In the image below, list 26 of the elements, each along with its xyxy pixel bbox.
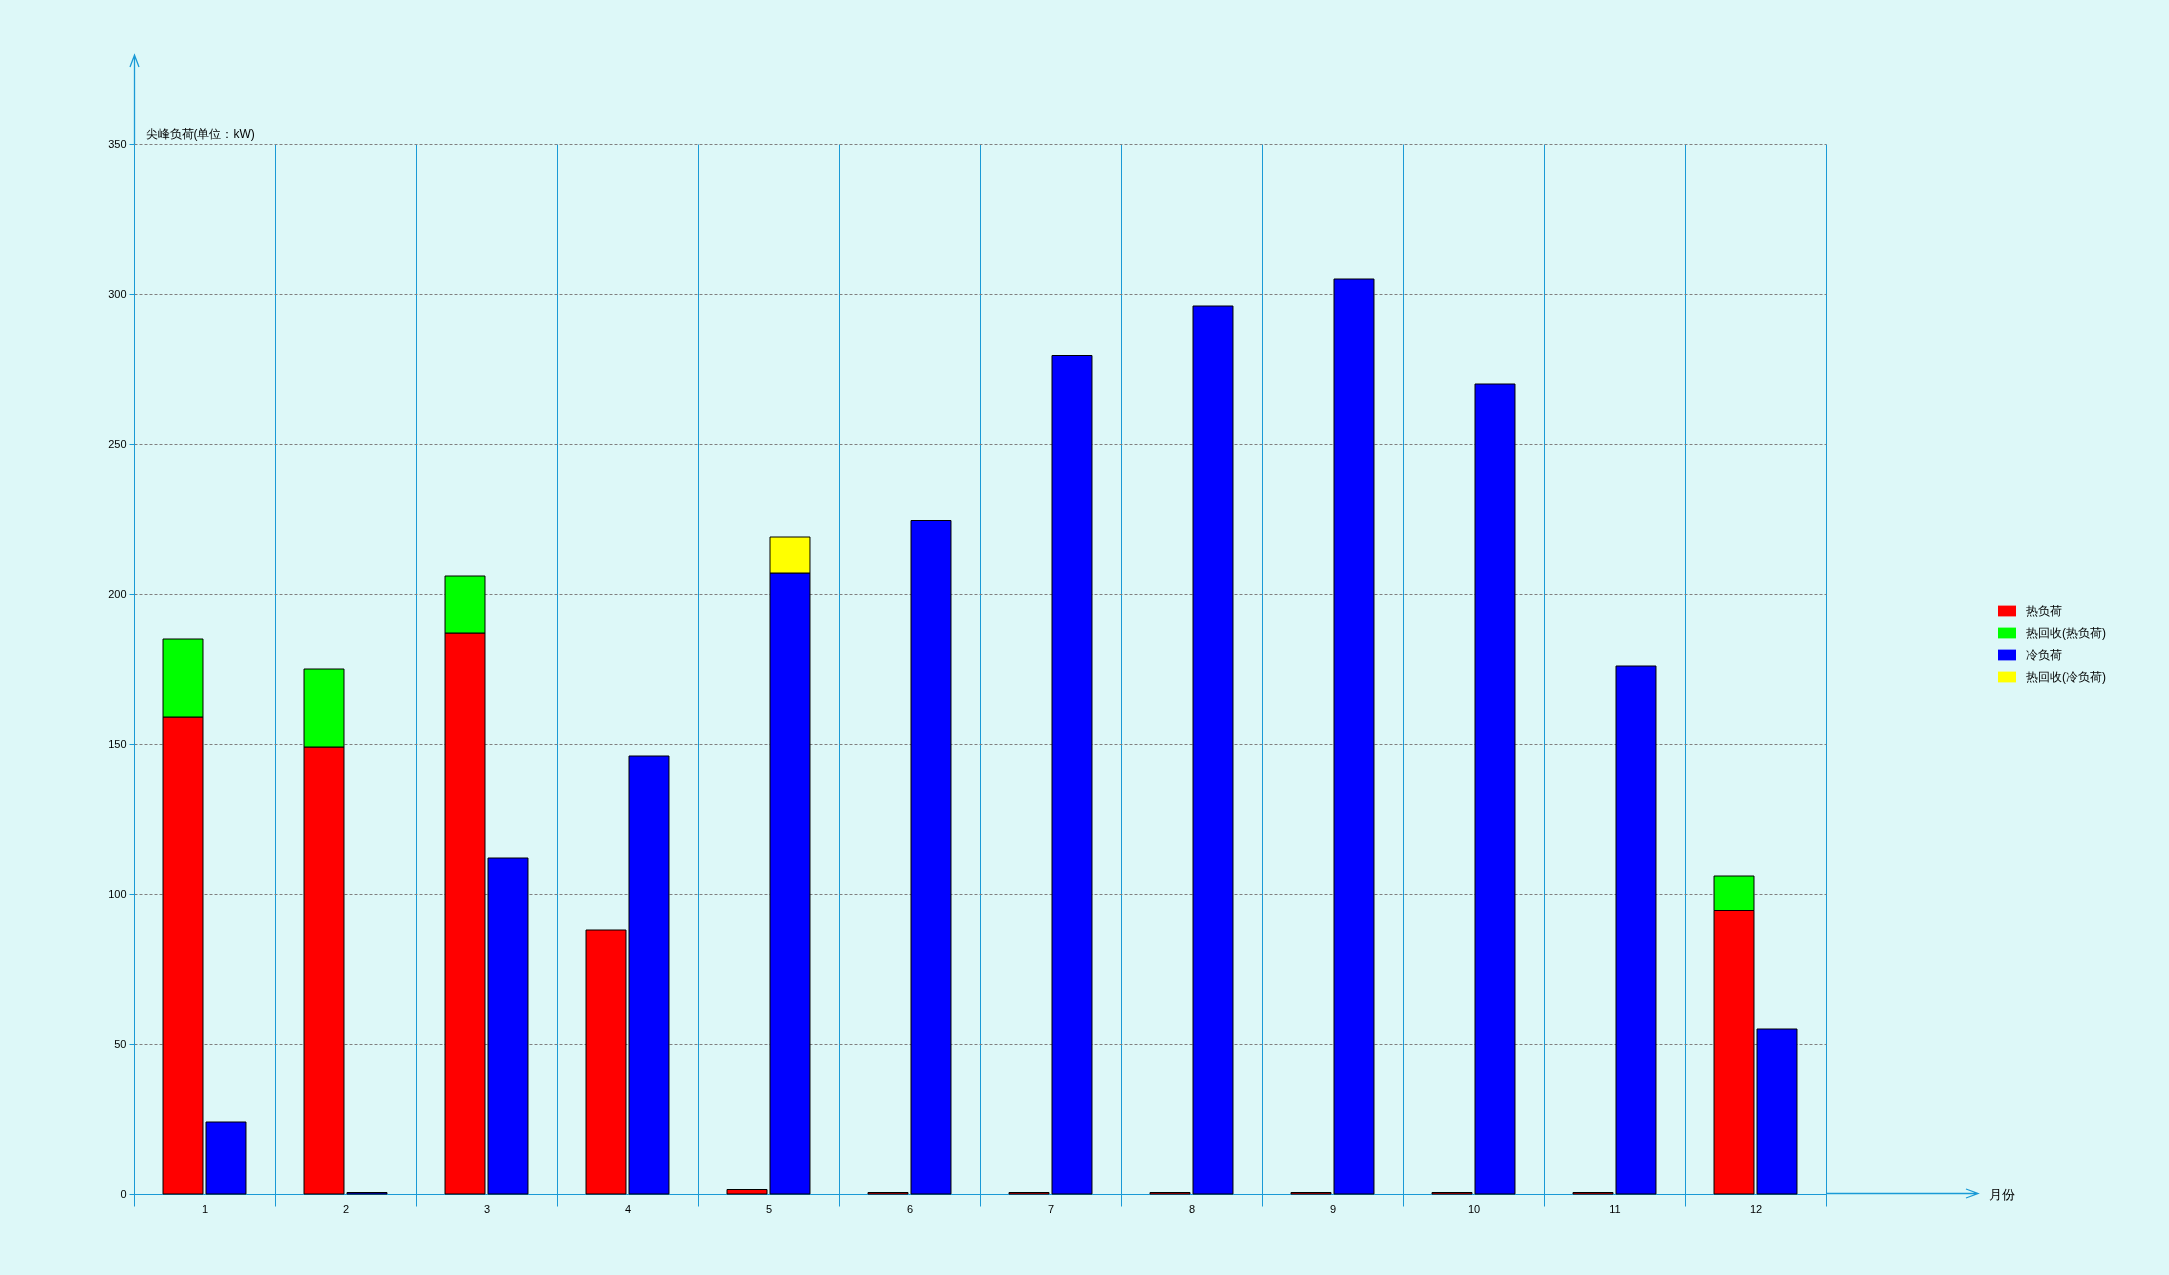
text: 月份 [1989,1187,2015,1202]
y-axis-title: 尖峰负荷(单位：kW) [145,126,255,141]
x-tick-label: 7 [1047,1202,1055,1215]
y-tick-label: 150 [108,737,127,750]
x-tick-label: 10 [1467,1202,1481,1215]
x-tick-label: 9 [1329,1202,1337,1215]
x-tick-label: 4 [624,1202,632,1215]
legend-label: 冷负荷 [2026,648,2062,662]
legend-label: 热回收(热负荷) [2026,626,2106,640]
y-tick-label: 250 [108,437,127,450]
x-tick-label: 1 [201,1202,209,1215]
x-tick-label: 8 [1188,1202,1196,1215]
y-tick-label: 200 [108,587,127,600]
y-tick-label: 0 [120,1187,127,1200]
legend-label: 热回收(冷负荷) [2026,670,2106,684]
y-tick-label: 50 [114,1037,127,1050]
y-tick-label: 300 [108,287,127,300]
y-tick-label: 350 [108,137,127,150]
y-tick-label: 100 [108,887,127,900]
legend-label: 热负荷 [2026,604,2062,618]
x-tick-label: 2 [342,1202,350,1215]
x-tick-label: 5 [765,1202,773,1215]
x-tick-label: 3 [483,1202,491,1215]
x-tick-label: 6 [906,1202,914,1215]
x-tick-label: 12 [1749,1202,1763,1215]
x-tick-label: 11 [1609,1202,1621,1215]
